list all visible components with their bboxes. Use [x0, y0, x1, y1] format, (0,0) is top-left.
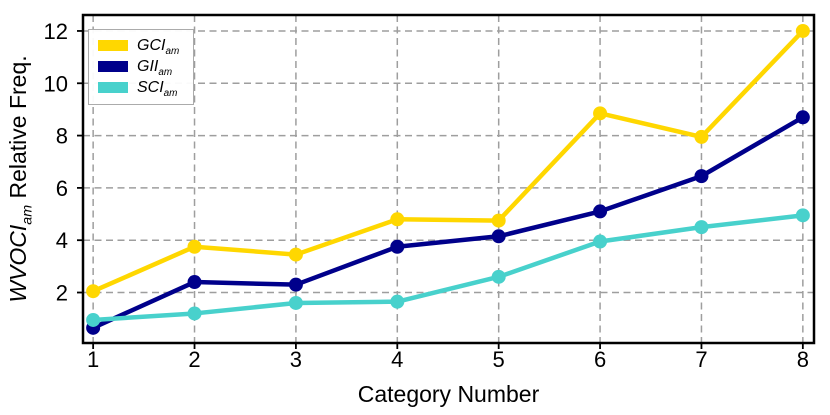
y-tick-label: 12 — [44, 19, 68, 44]
data-point-GCI_am — [86, 284, 101, 299]
data-point-GCI_am — [390, 212, 405, 227]
legend-label-gii: GIIam — [137, 57, 173, 78]
data-point-GCI_am — [593, 106, 608, 121]
data-point-GCI_am — [491, 213, 506, 228]
legend-entry-gci: GCIam — [98, 35, 184, 56]
y-tick-label: 6 — [56, 176, 68, 201]
data-point-SCI_am — [288, 295, 303, 310]
data-point-GII_am — [187, 275, 202, 290]
y-axis-label: WVOCIam Relative Freq. — [5, 0, 36, 371]
legend-swatch-sci — [98, 82, 128, 93]
data-point-GII_am — [390, 239, 405, 254]
x-tick-label: 7 — [695, 347, 707, 372]
legend-entry-sci: SCIam — [98, 77, 184, 98]
data-point-GCI_am — [288, 247, 303, 262]
y-tick-label: 10 — [44, 71, 68, 96]
x-tick-label: 8 — [797, 347, 809, 372]
y-axis-label-subscript: am — [19, 204, 36, 225]
x-tick-label: 3 — [290, 347, 302, 372]
series-GII_am — [86, 110, 810, 335]
legend-entry-gii: GIIam — [98, 56, 184, 77]
data-point-SCI_am — [491, 269, 506, 284]
y-tick-label: 8 — [56, 124, 68, 149]
x-axis-label: Category Number — [357, 381, 540, 407]
series-GCI_am — [86, 23, 810, 299]
x-tick-label: 5 — [493, 347, 505, 372]
data-point-GII_am — [694, 169, 709, 184]
y-axis-label-text: Relative Freq. — [5, 55, 31, 205]
y-tick-label: 4 — [56, 228, 68, 253]
data-point-GCI_am — [187, 239, 202, 254]
data-point-GII_am — [795, 110, 810, 125]
x-tick-label: 1 — [87, 347, 99, 372]
x-tick-label: 2 — [188, 347, 200, 372]
legend-label-sci: SCIam — [137, 78, 178, 99]
axes-box — [81, 13, 816, 345]
legend-swatch-gci — [98, 40, 128, 51]
legend-label-gci: GCIam — [137, 36, 180, 57]
data-point-SCI_am — [390, 294, 405, 309]
series-SCI_am — [86, 208, 810, 327]
y-axis-label-math: WVOCI — [5, 224, 31, 303]
x-tick-label: 6 — [594, 347, 606, 372]
x-tick-label: 4 — [391, 347, 403, 372]
data-point-GII_am — [288, 277, 303, 292]
data-point-GII_am — [593, 204, 608, 219]
data-point-GII_am — [491, 229, 506, 244]
data-point-GCI_am — [795, 23, 810, 38]
data-point-SCI_am — [187, 306, 202, 321]
legend-swatch-gii — [98, 61, 128, 72]
data-point-SCI_am — [593, 234, 608, 249]
y-tick-label: 2 — [56, 281, 68, 306]
data-point-SCI_am — [86, 312, 101, 327]
data-point-GCI_am — [694, 129, 709, 144]
data-point-SCI_am — [694, 220, 709, 235]
data-point-SCI_am — [795, 208, 810, 223]
legend: GCIam GIIam SCIam — [88, 29, 194, 105]
